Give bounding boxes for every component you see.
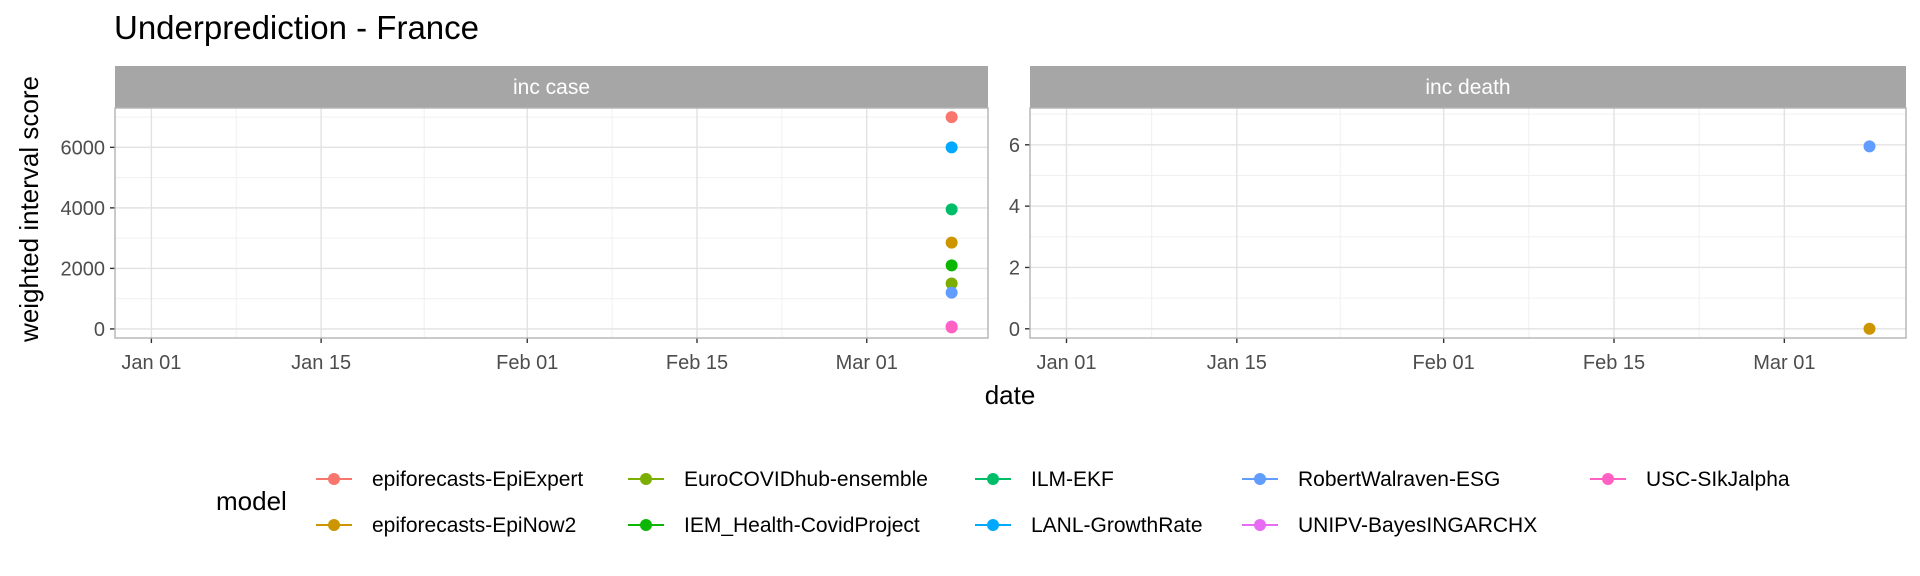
point-epiforecasts-epinow2	[1863, 322, 1876, 335]
point-epiforecasts-epiexpert	[945, 111, 958, 124]
facet-panels: inc case Jan 01 Jan 15 Feb 01 Feb 15 Mar 01 0 2…	[61, 66, 1907, 374]
legend-item-epiforecasts-epinow2: epiforecasts-EpiNow2	[316, 514, 576, 537]
y-tick-label: 4	[1009, 196, 1020, 218]
y-tick-label: 6000	[61, 137, 106, 159]
facet-strip-label: inc case	[513, 76, 590, 99]
y-tick-label: 6	[1009, 135, 1020, 157]
legend-label: UNIPV-BayesINGARCHX	[1298, 514, 1537, 537]
legend-item-robertwalraven-esg: RobertWalraven-ESG	[1242, 468, 1500, 491]
facet-strip	[1030, 66, 1906, 108]
x-axis-title: date	[985, 380, 1036, 410]
legend-key-point	[987, 473, 999, 485]
x-tick-label: Jan 01	[1036, 352, 1096, 374]
facet-strip-label: inc death	[1425, 76, 1510, 99]
y-tick-label: 2000	[61, 258, 106, 280]
x-tick-label: Feb 15	[1583, 352, 1645, 374]
legend-key-point	[640, 519, 652, 531]
legend-key-point	[1254, 519, 1266, 531]
y-tick-label: 2	[1009, 257, 1020, 279]
x-tick-label: Mar 01	[836, 352, 898, 374]
legend-label: IEM_Health-CovidProject	[684, 514, 920, 537]
y-tick-label: 4000	[61, 198, 106, 220]
point-usc-sikjalpha	[945, 321, 958, 334]
x-tick-label: Jan 15	[291, 352, 351, 374]
legend-item-iem-health-covidproject: IEM_Health-CovidProject	[628, 514, 920, 537]
legend-label: EuroCOVIDhub-ensemble	[684, 468, 928, 491]
panel-border	[114, 107, 989, 339]
point-epiforecasts-epinow2	[945, 236, 958, 249]
x-tick-label: Feb 01	[1413, 352, 1475, 374]
legend-item-unipv-bayesingarchx: UNIPV-BayesINGARCHX	[1242, 514, 1537, 537]
legend-key-point	[328, 473, 340, 485]
point-iem-health-covidproject	[945, 259, 958, 272]
legend-key-point	[328, 519, 340, 531]
legend-title: model	[216, 486, 287, 516]
point-eurocovidhub-ensemble	[945, 277, 958, 290]
chart-title: Underprediction - France	[114, 9, 479, 46]
legend-label: epiforecasts-EpiExpert	[372, 468, 583, 491]
facet-inc-death: inc death Jan 01 Jan 15 Feb 01 Feb 15 Mar 01 0…	[1009, 66, 1907, 374]
legend-item-eurocovidhub-ensemble: EuroCOVIDhub-ensemble	[628, 468, 928, 491]
legend: model epiforecasts-EpiExpert epiforecasts…	[216, 468, 1790, 537]
legend-item-ilm-ekf: ILM-EKF	[975, 468, 1114, 491]
legend-key-point	[1254, 473, 1266, 485]
legend-label: USC-SIkJalpha	[1646, 468, 1790, 491]
facet-inc-case: inc case Jan 01 Jan 15 Feb 01 Feb 15 Mar 01 0 2…	[61, 66, 989, 374]
legend-item-epiforecasts-epiexpert: epiforecasts-EpiExpert	[316, 468, 583, 491]
facet-strip	[115, 66, 988, 108]
x-tick-label: Feb 01	[496, 352, 558, 374]
x-tick-label: Feb 15	[666, 352, 728, 374]
legend-label: LANL-GrowthRate	[1031, 514, 1203, 537]
legend-label: RobertWalraven-ESG	[1298, 468, 1500, 491]
legend-label: epiforecasts-EpiNow2	[372, 514, 576, 537]
x-tick-label: Jan 15	[1207, 352, 1267, 374]
legend-item-lanl-growthrate: LANL-GrowthRate	[975, 514, 1203, 537]
point-lanl-growthrate	[945, 141, 958, 154]
panel-border	[1029, 107, 1907, 339]
y-tick-label: 0	[1009, 319, 1020, 341]
point-robertwalraven-esg	[1863, 140, 1876, 153]
plot-panel	[115, 108, 988, 338]
y-tick-label: 0	[94, 319, 105, 341]
legend-label: ILM-EKF	[1031, 468, 1114, 491]
y-axis-title: weighted interval score	[14, 76, 44, 343]
plot-panel	[1030, 108, 1906, 338]
x-tick-label: Jan 01	[121, 352, 181, 374]
legend-key-point	[1602, 473, 1614, 485]
point-robertwalraven-esg	[945, 286, 958, 299]
legend-key-point	[640, 473, 652, 485]
point-ilm-ekf	[945, 203, 958, 216]
legend-key-point	[987, 519, 999, 531]
x-tick-label: Mar 01	[1753, 352, 1815, 374]
legend-item-usc-sikjalpha: USC-SIkJalpha	[1590, 468, 1790, 491]
